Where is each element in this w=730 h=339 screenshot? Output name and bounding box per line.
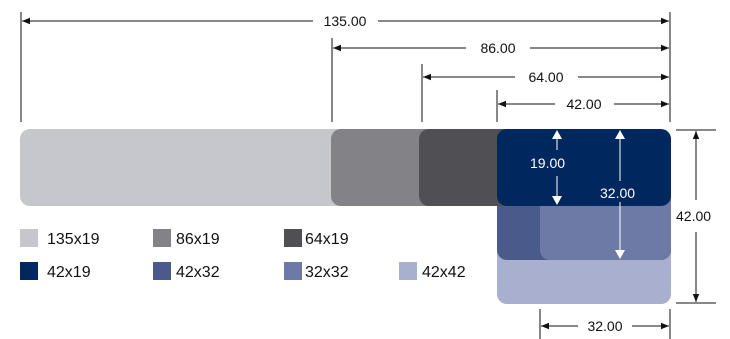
legend-item-64x19: 64x19 xyxy=(284,229,349,248)
legend-label: 86x19 xyxy=(176,231,220,248)
legend-swatch xyxy=(153,229,171,247)
legend-label: 64x19 xyxy=(305,231,349,248)
dim-label-64: 64.00 xyxy=(528,69,563,85)
dim-19: 19.00 xyxy=(530,130,565,205)
dim-bottom-32: 32.00 xyxy=(539,309,671,339)
legend-item-32x32: 32x32 xyxy=(284,262,349,281)
dim-label-42: 42.00 xyxy=(566,96,601,112)
legend-item-42x32: 42x32 xyxy=(153,262,220,281)
dim-135: 135.00 xyxy=(22,13,669,29)
legend-swatch xyxy=(153,262,171,280)
dim-label-86: 86.00 xyxy=(480,40,515,56)
legend-label: 32x32 xyxy=(305,264,349,281)
legend-item-86x19: 86x19 xyxy=(153,229,220,248)
extension-lines xyxy=(20,12,671,122)
dim-label-135: 135.00 xyxy=(324,13,367,29)
legend: 135x19 86x19 64x19 42x19 42x32 32x32 42x… xyxy=(20,229,466,281)
size-shapes xyxy=(20,129,671,304)
dim-right-42: 42.00 xyxy=(676,129,716,304)
dim-label-19: 19.00 xyxy=(530,155,565,171)
dim-label-bottom-32: 32.00 xyxy=(587,318,622,334)
legend-item-42x42: 42x42 xyxy=(399,262,466,281)
legend-item-135x19: 135x19 xyxy=(20,229,100,248)
legend-label: 135x19 xyxy=(47,231,100,248)
legend-swatch xyxy=(284,229,302,247)
dim-label-32-inner: 32.00 xyxy=(600,185,635,201)
legend-swatch xyxy=(399,262,417,280)
dim-86: 86.00 xyxy=(333,40,669,56)
shape-42x19 xyxy=(497,129,671,206)
legend-swatch xyxy=(284,262,302,280)
dim-label-right-42: 42.00 xyxy=(676,208,711,224)
legend-label: 42x32 xyxy=(176,264,220,281)
legend-swatch xyxy=(20,229,38,247)
dim-64: 64.00 xyxy=(423,69,669,85)
dim-42: 42.00 xyxy=(498,96,669,112)
legend-label: 42x19 xyxy=(47,264,91,281)
dim-32: 32.00 xyxy=(600,130,635,259)
legend-swatch xyxy=(20,262,38,280)
shape-135x19 xyxy=(20,129,390,206)
legend-item-42x19: 42x19 xyxy=(20,262,91,281)
legend-label: 42x42 xyxy=(422,264,466,281)
